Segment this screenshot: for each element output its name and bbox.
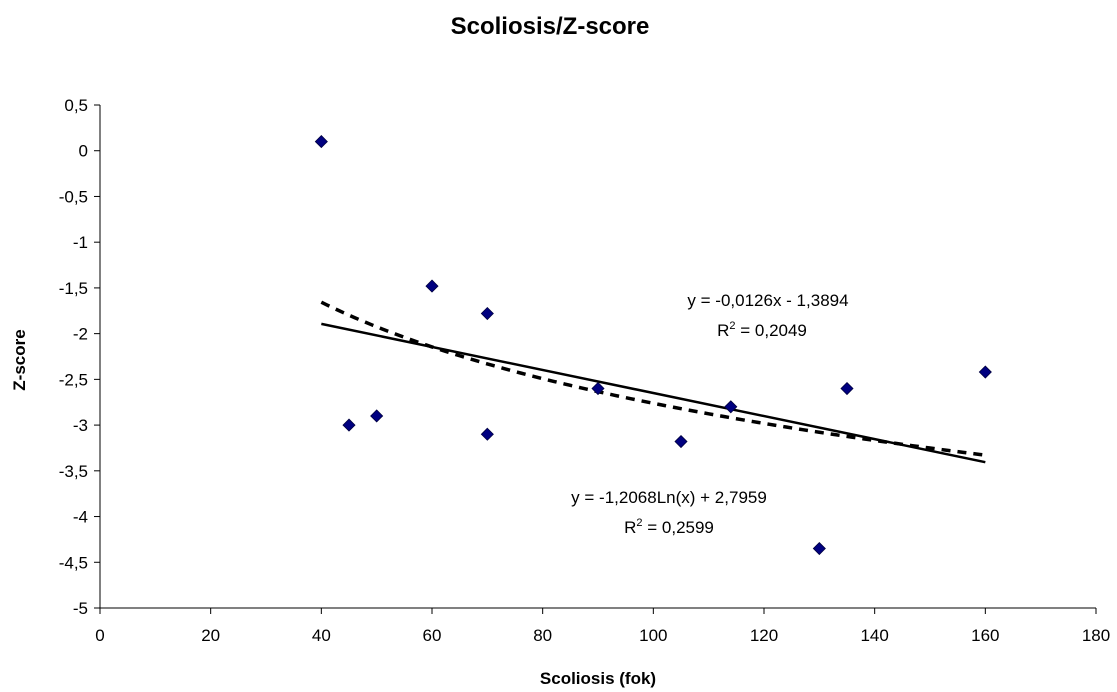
- log-r2-value: = 0,2599: [643, 518, 714, 537]
- data-point: [591, 381, 605, 396]
- x-axis-label: Scoliosis (fok): [540, 669, 656, 688]
- y-ticks: 0,5 0 -0,5 -1 -1,5 -2 -2,5 -3 -3,5 -4 -4,5 -5: [59, 96, 100, 618]
- axes: [99, 105, 1096, 609]
- log-equation: y = -1,2068Ln(x) + 2,7959: [571, 488, 767, 507]
- data-points: [314, 135, 992, 556]
- data-point: [674, 434, 688, 449]
- log-r2-exponent: 2: [636, 517, 642, 529]
- x-tick-label: 20: [201, 626, 220, 645]
- log-trendline: [320, 300, 986, 457]
- y-tick-label: -3: [73, 416, 88, 435]
- log-r2: R2 = 0,2599: [624, 517, 714, 537]
- data-point: [370, 409, 384, 423]
- linear-r2-exponent: 2: [729, 320, 735, 332]
- y-tick-label: 0: [79, 142, 88, 161]
- y-tick-label: -1,5: [59, 279, 88, 298]
- x-tick-label: 140: [860, 626, 888, 645]
- trendlines: [320, 300, 986, 464]
- x-tick-label: 180: [1082, 626, 1110, 645]
- data-point: [425, 279, 439, 293]
- linear-r2-prefix: R: [717, 321, 729, 340]
- y-tick-label: -3,5: [59, 462, 88, 481]
- y-tick-label: -0,5: [59, 187, 88, 206]
- x-tick-label: 80: [533, 626, 552, 645]
- x-tick-label: 0: [95, 626, 104, 645]
- y-tick-label: -2: [73, 325, 88, 344]
- x-tick-label: 160: [971, 626, 999, 645]
- data-point: [840, 381, 854, 396]
- data-point: [724, 400, 738, 414]
- log-r2-prefix: R: [624, 518, 636, 537]
- data-point: [314, 135, 328, 149]
- y-tick-label: 0,5: [64, 96, 88, 115]
- x-tick-label: 60: [423, 626, 442, 645]
- x-tick-label: 120: [750, 626, 778, 645]
- x-tick-label: 40: [312, 626, 331, 645]
- data-point: [978, 365, 992, 379]
- chart-title: Scoliosis/Z-score: [451, 13, 650, 40]
- data-point: [342, 418, 356, 432]
- data-point: [480, 427, 494, 441]
- linear-equation: y = -0,0126x - 1,3894: [687, 291, 848, 310]
- y-tick-label: -1: [73, 233, 88, 252]
- y-tick-label: -2,5: [59, 370, 88, 389]
- data-point: [480, 306, 494, 321]
- x-ticks: 0 20 40 60 80 100 120 140 160 180: [95, 608, 1110, 645]
- linear-r2-value: = 0,2049: [736, 321, 807, 340]
- data-point: [812, 541, 826, 556]
- y-tick-label: -4,5: [59, 553, 88, 572]
- linear-r2: R2 = 0,2049: [717, 320, 807, 340]
- y-tick-label: -5: [73, 599, 88, 618]
- y-tick-label: -4: [73, 508, 88, 527]
- x-tick-label: 100: [639, 626, 667, 645]
- y-axis-label: Z-score: [10, 329, 29, 390]
